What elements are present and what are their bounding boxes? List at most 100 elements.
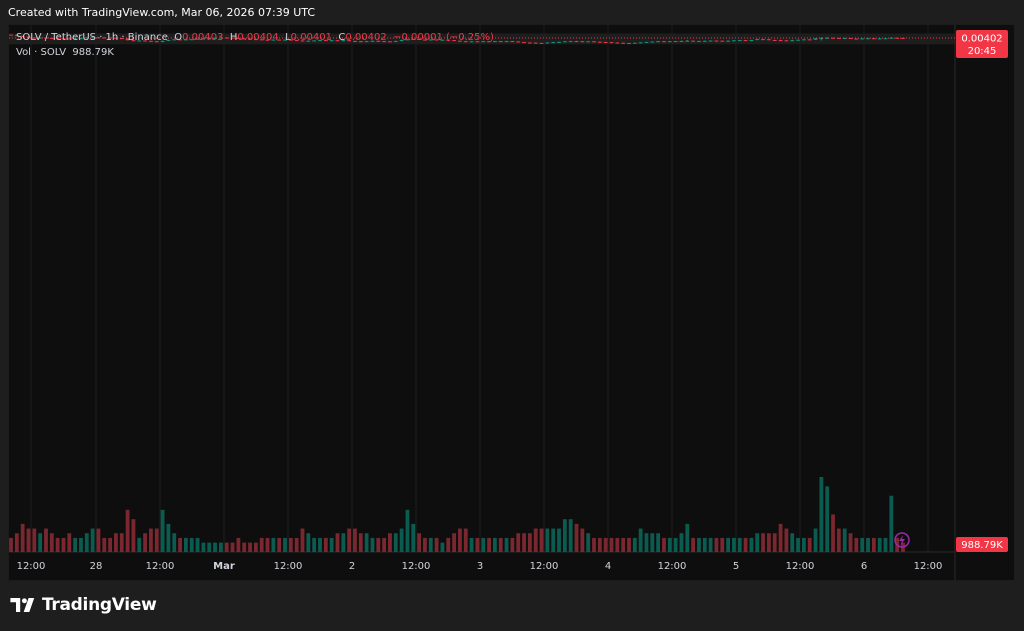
volume-bar — [691, 537, 696, 552]
candle-body — [562, 41, 567, 43]
volume-bar — [632, 537, 637, 552]
x-tick-label: 12:00 — [274, 561, 303, 572]
volume-bar — [283, 537, 287, 552]
volume-bar — [253, 542, 258, 552]
volume-bar — [189, 537, 194, 552]
volume-bar — [131, 519, 136, 552]
candle-body — [685, 40, 690, 42]
volume-bar — [685, 523, 690, 552]
candle-body — [533, 42, 538, 44]
volume-bar — [662, 537, 666, 552]
candle-body — [866, 38, 870, 40]
volume-bar — [44, 528, 48, 552]
candle-body — [90, 37, 95, 39]
volume-bar — [376, 537, 381, 552]
candle-body — [393, 40, 398, 42]
volume-bar — [79, 537, 83, 552]
candle-body — [55, 38, 60, 40]
candle-body — [737, 40, 742, 42]
brand-name: TradingView — [42, 595, 157, 615]
candle-body — [265, 39, 270, 41]
candle-body — [487, 41, 491, 43]
candle-body — [20, 35, 25, 37]
candle-body — [329, 40, 334, 42]
volume-bar — [697, 537, 701, 552]
last-price-tag[interactable] — [956, 30, 1008, 59]
volume-tag[interactable] — [956, 537, 1008, 552]
candle-body — [527, 42, 532, 44]
volume-bar — [737, 537, 742, 552]
volume-bar — [61, 537, 66, 552]
candle-body — [644, 41, 649, 43]
volume-bar — [265, 537, 270, 552]
candle-body — [883, 38, 888, 40]
volume-bar — [656, 533, 661, 552]
candle-body — [621, 42, 626, 44]
volume-bar — [615, 537, 620, 552]
candle-body — [358, 41, 363, 43]
lightning-icon[interactable] — [894, 532, 910, 548]
volume-bar — [213, 542, 217, 552]
volume-bar — [201, 542, 206, 552]
tradingview-logo-icon — [10, 598, 35, 612]
volume-bar — [417, 533, 421, 552]
volume-bar — [423, 537, 427, 552]
candle-body — [114, 37, 118, 39]
volume-bar — [388, 533, 392, 552]
volume-bar — [154, 528, 159, 552]
candle-body — [819, 38, 824, 40]
candle-body — [224, 37, 229, 39]
volume-bar — [405, 509, 410, 552]
volume-bar — [609, 537, 614, 552]
candle-body — [871, 38, 876, 40]
volume-bar — [178, 537, 182, 552]
volume-bar — [353, 528, 357, 552]
chart-caption: Created with TradingView.com, Mar 06, 20… — [8, 6, 316, 19]
candle-body — [201, 38, 206, 40]
candle-body — [574, 41, 579, 43]
volume-bar — [312, 537, 317, 552]
close-value: 0.00402 — [345, 32, 387, 43]
volume-bar — [504, 537, 509, 552]
candle-body — [131, 40, 136, 42]
volume-bar — [440, 542, 445, 552]
chart-frame[interactable] — [8, 24, 1015, 581]
volume-bar — [84, 533, 89, 552]
candle-body — [825, 37, 830, 39]
candle-body — [335, 40, 340, 42]
candle-body — [119, 38, 124, 40]
volume-bar — [259, 537, 264, 552]
symbol-label[interactable]: SOLV / TetherUS · 1h · Binance — [16, 32, 168, 43]
candle-body — [493, 41, 497, 43]
volume-bar — [516, 533, 521, 552]
volume-bar — [277, 537, 282, 552]
tradingview-logo[interactable]: TradingView — [10, 595, 157, 615]
volume-bar — [801, 537, 806, 552]
volume-bar — [889, 495, 894, 552]
volume-bar — [9, 537, 13, 552]
volume-bar — [335, 533, 340, 552]
candle-body — [772, 39, 777, 41]
volume-bar — [463, 528, 468, 552]
candle-body — [38, 37, 43, 39]
candle-body — [283, 39, 287, 41]
candle-body — [102, 37, 107, 39]
volume-bar — [761, 533, 765, 552]
volume-label[interactable]: Vol · SOLV — [16, 47, 67, 58]
volume-bar — [242, 542, 247, 552]
volume-bar — [749, 537, 754, 552]
volume-bar — [883, 537, 888, 552]
volume-bar — [358, 533, 363, 552]
candle-body — [615, 42, 620, 44]
volume-bar — [673, 537, 678, 552]
x-tick-label: 4 — [605, 561, 611, 572]
candle-body — [440, 39, 445, 41]
candle-body — [417, 39, 421, 41]
volume-bar — [877, 537, 882, 552]
lightning-bolt-icon — [899, 535, 905, 546]
candle-body — [510, 41, 515, 43]
candle-body — [638, 42, 643, 44]
volume-bar — [172, 533, 177, 552]
candle-body — [586, 41, 591, 43]
